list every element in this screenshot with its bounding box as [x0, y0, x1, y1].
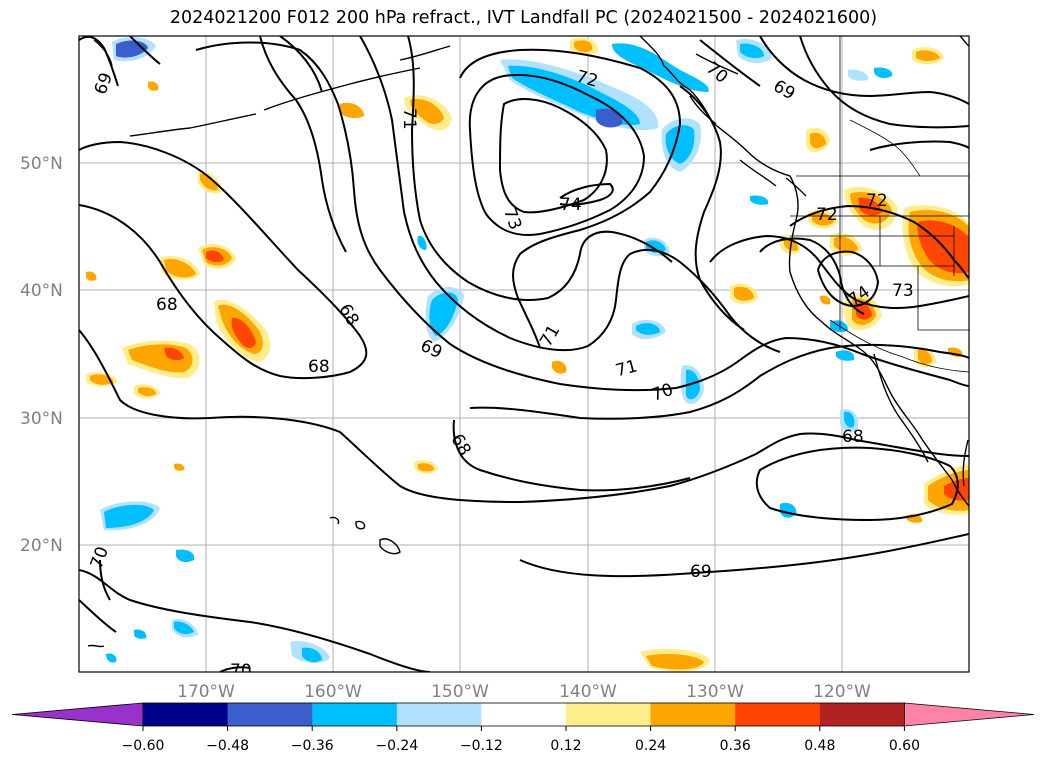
colorbar-swatch	[312, 703, 398, 726]
colorbar-swatch	[481, 703, 567, 726]
latitude-labels: 50°N 40°N 30°N 20°N	[20, 154, 63, 556]
map-frame	[78, 35, 970, 673]
colorbar-tick-label: −0.12	[460, 738, 503, 754]
colorbar-outline	[142, 702, 905, 727]
lon-label-140w: 140°W	[559, 682, 617, 702]
map-title: 2024021200 F012 200 hPa refract., IVT La…	[169, 8, 878, 28]
contour-label: 69	[690, 562, 712, 582]
contour-label: 71	[399, 108, 419, 130]
colorbar-swatch	[819, 703, 905, 726]
lat-label-20: 20°N	[20, 536, 63, 556]
colorbar-tick-label: −0.60	[122, 738, 165, 754]
colorbar-swatch	[143, 703, 229, 726]
refractivity-contours	[79, 36, 969, 672]
political-borders	[790, 36, 969, 373]
contour-label: 68	[308, 357, 330, 377]
contour-label: 74	[560, 195, 582, 215]
colorbar-swatch	[227, 703, 313, 726]
colorbar-tick-label: 0.24	[635, 738, 666, 754]
colorbar-swatch	[650, 703, 736, 726]
longitude-labels: 170°W 160°W 150°W 140°W 130°W 120°W	[177, 682, 871, 702]
lon-label-170w: 170°W	[177, 682, 235, 702]
colorbar-tick-label: −0.36	[291, 738, 334, 754]
lat-label-30: 30°N	[20, 409, 63, 429]
colorbar-swatch	[735, 703, 821, 726]
map-area	[79, 36, 969, 672]
lon-label-160w: 160°W	[304, 682, 362, 702]
colorbar-tick-label: 0.36	[720, 738, 751, 754]
contour-label: 68	[156, 295, 178, 315]
colorbar-swatch	[396, 703, 482, 726]
colorbar: −0.60 −0.48 −0.36 −0.24 −0.12 0.12 0.24 0.36 0.4…	[11, 702, 1035, 754]
colorbar-tick-label: 0.48	[804, 738, 835, 754]
lon-label-130w: 130°W	[686, 682, 744, 702]
colorbar-extend-low	[11, 702, 144, 727]
colorbar-tick-label: 0.60	[889, 738, 920, 754]
contour-label: 72	[866, 191, 888, 211]
colorbar-tick-label: 0.12	[550, 738, 581, 754]
contour-label: 73	[892, 281, 914, 301]
lon-label-120w: 120°W	[813, 682, 871, 702]
colorbar-tick-label: −0.24	[375, 738, 418, 754]
contour-label: 72	[816, 205, 838, 225]
lon-label-150w: 150°W	[431, 682, 489, 702]
coastlines	[87, 36, 969, 648]
colorbar-swatch	[566, 703, 652, 726]
contour-label: 68	[842, 427, 864, 447]
contour-label: 70	[230, 661, 252, 681]
colorbar-extend-high	[904, 702, 1035, 727]
lat-label-40: 40°N	[20, 281, 63, 301]
graticule	[79, 36, 969, 672]
lat-label-50: 50°N	[20, 154, 63, 174]
colorbar-tick-label: −0.48	[206, 738, 249, 754]
